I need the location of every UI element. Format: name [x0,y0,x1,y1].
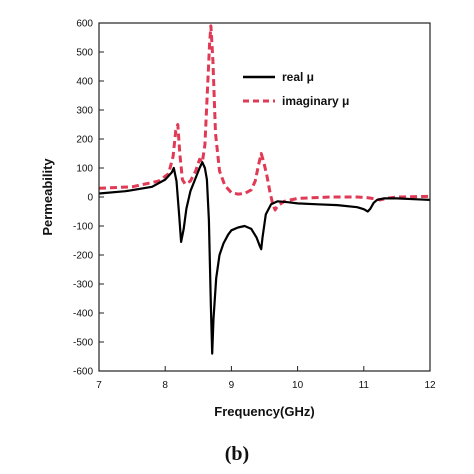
y-tick-labels: -600 -500 -400 -300 -200 -100 0 100 200 300 400 500… [73,19,93,378]
y-tick-label: 100 [76,164,93,175]
y-axis-title: Permeability [40,158,55,236]
legend-label-real: real μ [282,70,314,84]
y-tick-label: 500 [76,48,93,59]
y-tick-label: 300 [76,106,93,117]
legend-label-imaginary: imaginary μ [282,94,349,108]
x-tick-label: 11 [359,380,370,391]
y-tick-label: 200 [76,135,93,146]
series-line-real [98,161,431,355]
x-axis-title: Frequency(GHz) [214,404,314,419]
x-tick-label: 10 [292,380,304,391]
y-tick-label: -500 [73,338,93,349]
y-tick-label: -300 [73,280,93,291]
y-tick-label: -100 [73,222,93,233]
y-tick-label: 400 [76,77,93,88]
y-tick-label: 600 [76,19,93,30]
x-tick-labels: 7 8 9 10 11 12 [96,380,436,391]
x-tick-label: 7 [96,380,102,391]
series-lines [98,24,431,355]
x-tick-label: 9 [229,380,235,391]
y-tick-label: 0 [87,193,93,204]
x-tick-label: 8 [162,380,168,391]
panel-label: (b) [225,443,249,465]
y-tick-label: -400 [73,309,93,320]
x-tick-label: 12 [424,380,436,391]
y-tick-label: -600 [73,367,93,378]
axis-ticks [98,22,431,372]
plot-frame [98,22,431,372]
series-line-imaginary [98,24,431,212]
y-tick-label: -200 [73,251,93,262]
legend: real μ imaginary μ [243,70,349,108]
